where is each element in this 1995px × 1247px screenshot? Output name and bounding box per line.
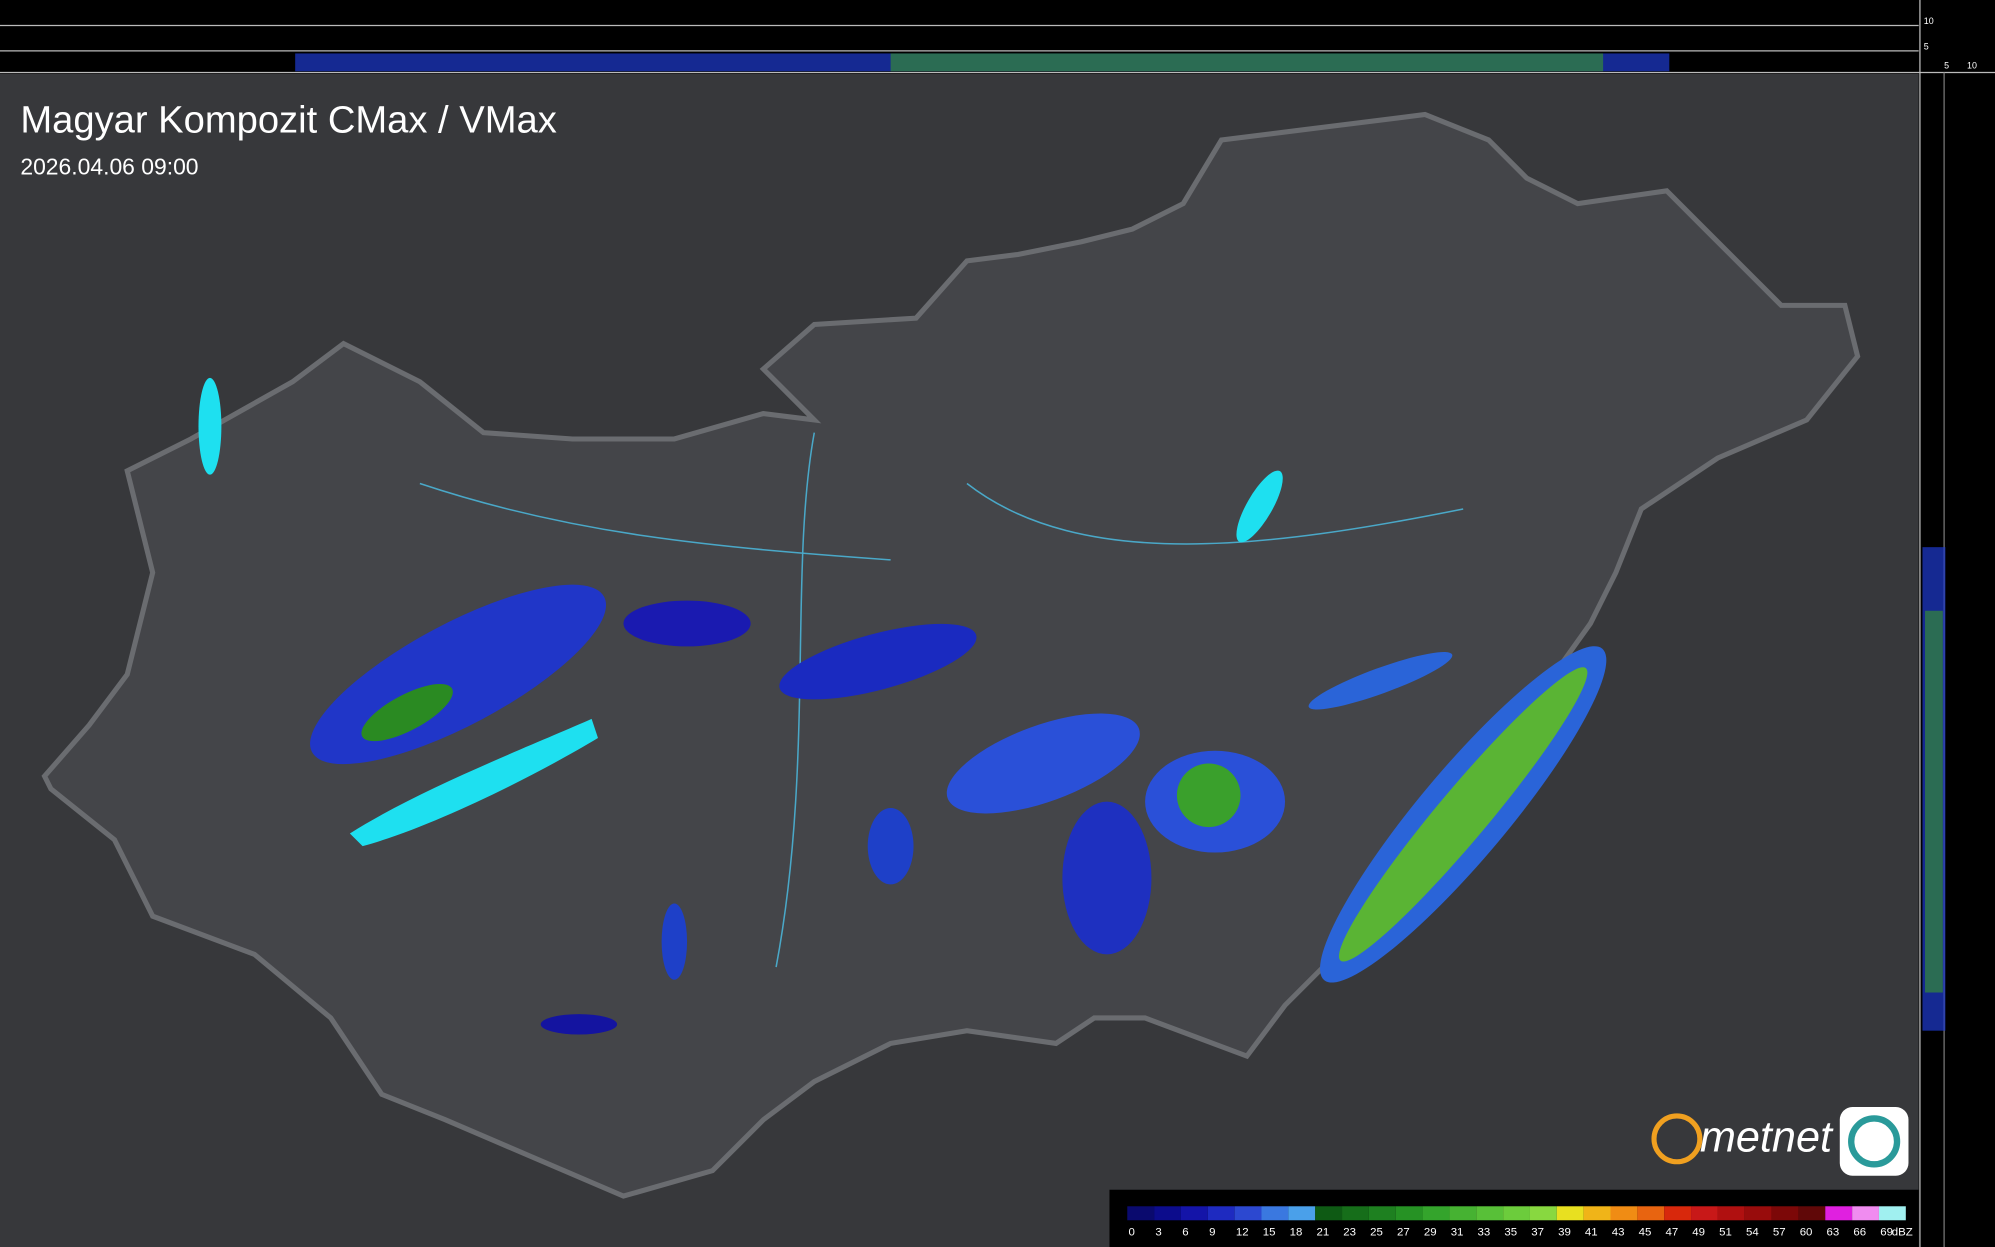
legend-label: 41 — [1585, 1227, 1598, 1239]
top-axis-label: 5 — [1924, 42, 1929, 52]
legend-cell — [1637, 1206, 1665, 1221]
side-axis-label: 10 — [1967, 61, 1977, 71]
legend-label: 51 — [1719, 1227, 1732, 1239]
legend-cell — [1342, 1206, 1369, 1221]
legend-cell — [1207, 1206, 1235, 1221]
timestamp: 2026.04.06 09:00 — [20, 153, 198, 179]
legend-cell — [1234, 1206, 1262, 1221]
echo — [661, 903, 688, 980]
legend-cell — [1556, 1206, 1584, 1221]
legend-label: 6 — [1182, 1227, 1188, 1239]
legend-label: 60 — [1800, 1227, 1813, 1239]
legend-cell — [1127, 1206, 1155, 1221]
lake — [349, 718, 598, 847]
echo — [540, 1014, 618, 1035]
side-axis-label: 5 — [1944, 61, 1949, 71]
legend-unit: dBZ — [1892, 1227, 1913, 1239]
legend-cell — [1771, 1206, 1799, 1221]
legend-cell — [1664, 1206, 1692, 1221]
legend-cell — [1503, 1206, 1530, 1221]
logo-sun — [1651, 1113, 1703, 1165]
legend-cell — [1529, 1206, 1557, 1221]
legend-cell — [1422, 1206, 1450, 1221]
legend-label: 69 — [1880, 1227, 1893, 1239]
legend-label: 3 — [1155, 1227, 1161, 1239]
echo — [1176, 763, 1241, 828]
legend-label: 33 — [1478, 1227, 1491, 1239]
lake — [198, 377, 222, 475]
legend-cell — [1449, 1206, 1477, 1221]
legend-label: 21 — [1316, 1227, 1329, 1239]
legend-cell — [1878, 1206, 1906, 1221]
logo-text: metnet — [1700, 1114, 1834, 1162]
top-axis-label: 10 — [1924, 16, 1934, 26]
legend-cell — [1798, 1206, 1826, 1221]
legend-label: 37 — [1531, 1227, 1544, 1239]
legend-label: 29 — [1424, 1227, 1437, 1239]
legend-cell — [1852, 1206, 1879, 1221]
echo — [623, 600, 751, 647]
echo — [867, 808, 914, 885]
top-profile — [890, 53, 1604, 72]
legend-cell — [1261, 1206, 1289, 1221]
echo — [1338, 667, 1588, 962]
legend-cell — [1583, 1206, 1611, 1221]
legend-label: 45 — [1639, 1227, 1652, 1239]
legend-label: 43 — [1612, 1227, 1625, 1239]
legend-label: 57 — [1773, 1227, 1786, 1239]
legend-label: 9 — [1209, 1227, 1215, 1239]
title: Magyar Kompozit CMax / VMax — [20, 98, 556, 141]
legend-cell — [1610, 1206, 1638, 1221]
legend-label: 18 — [1290, 1227, 1303, 1239]
legend-cell — [1180, 1206, 1208, 1221]
logo-swirl — [1848, 1115, 1901, 1168]
legend-cell — [1825, 1206, 1853, 1221]
legend-cell — [1744, 1206, 1772, 1221]
legend: 0 3 6 9 12 15 18 21 23 25 27 29 31 33 35 37 39 41 43 45 47 49… — [1127, 1206, 1913, 1239]
legend-label: 47 — [1665, 1227, 1678, 1239]
side-profile — [1925, 610, 1943, 993]
legend-cell — [1315, 1206, 1343, 1221]
legend-label: 39 — [1558, 1227, 1571, 1239]
legend-cell — [1288, 1206, 1316, 1221]
legend-cell — [1476, 1206, 1504, 1221]
legend-label: 63 — [1827, 1227, 1840, 1239]
radar-echoes — [310, 584, 1607, 1035]
legend-cell — [1395, 1206, 1423, 1221]
logo: metnet — [1651, 1107, 1909, 1176]
legend-label: 35 — [1504, 1227, 1517, 1239]
legend-cell — [1691, 1206, 1718, 1221]
legend-label: 25 — [1370, 1227, 1383, 1239]
legend-label: 66 — [1853, 1227, 1866, 1239]
legend-label: 49 — [1692, 1227, 1705, 1239]
legend-cell — [1368, 1206, 1396, 1221]
lake — [1236, 470, 1283, 543]
legend-label: 54 — [1746, 1227, 1759, 1239]
legend-label: 12 — [1236, 1227, 1249, 1239]
legend-cell — [1154, 1206, 1181, 1221]
legend-cell — [1717, 1206, 1745, 1221]
legend-label: 15 — [1263, 1227, 1276, 1239]
echo — [946, 713, 1140, 814]
legend-label: 27 — [1397, 1227, 1410, 1239]
echo — [779, 623, 977, 700]
echo — [1062, 801, 1152, 955]
legend-label: 23 — [1343, 1227, 1356, 1239]
legend-label: 31 — [1451, 1227, 1464, 1239]
legend-label: 0 — [1129, 1227, 1135, 1239]
echo — [1308, 652, 1453, 710]
echo — [361, 683, 453, 742]
